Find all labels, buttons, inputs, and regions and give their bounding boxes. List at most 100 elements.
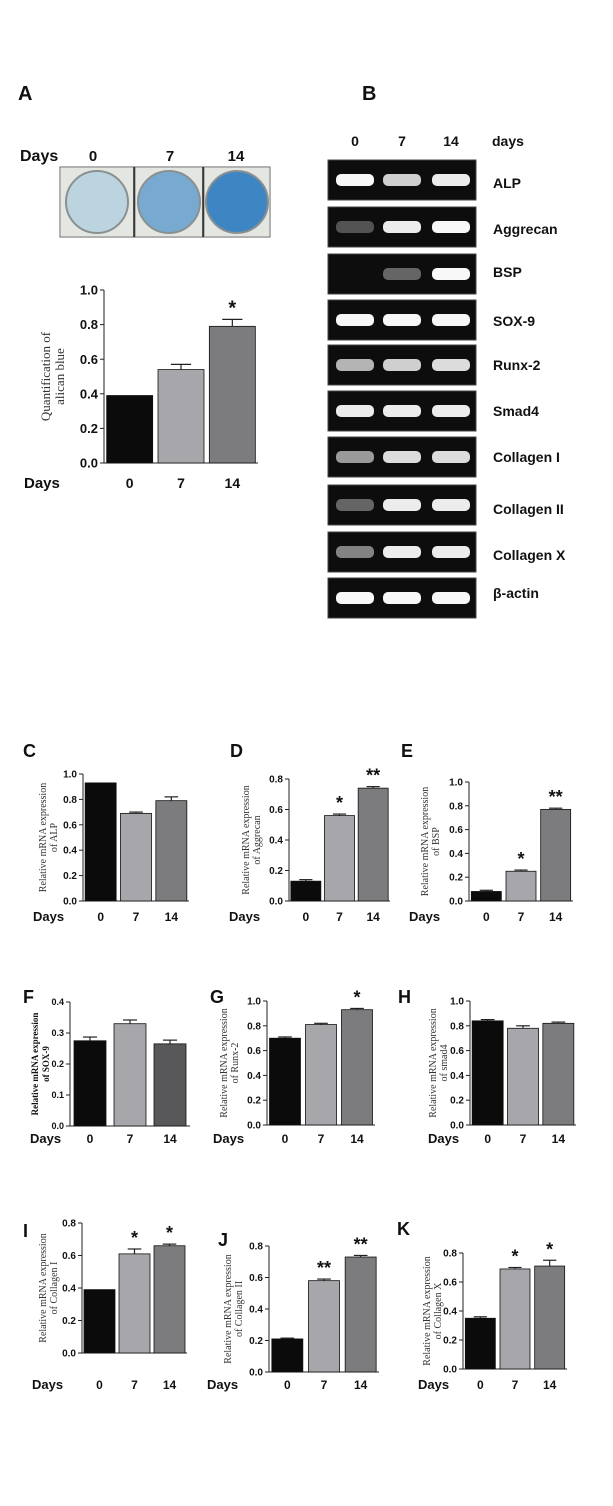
bar-day-14 [341, 1009, 373, 1126]
y-tick-label: 0.4 [450, 1071, 464, 1082]
gel-band [432, 451, 470, 463]
bar-day-0 [470, 891, 502, 902]
x-axis-label: Days [229, 909, 260, 924]
y-axis-label: of smad4 [439, 1045, 450, 1082]
bar-day-14 [155, 800, 188, 902]
y-axis-label: of Collagen I [49, 1262, 60, 1315]
gel-band [383, 314, 421, 326]
panel-label: G [210, 987, 224, 1007]
x-tick-label: 0 [284, 1378, 291, 1392]
gel-band [432, 546, 470, 558]
x-tick-label: 0 [477, 1378, 484, 1392]
y-tick-label: 0.6 [449, 825, 463, 836]
y-tick-label: 0.6 [249, 1273, 263, 1284]
x-tick-label: 14 [354, 1378, 368, 1392]
gel-row-9 [327, 577, 477, 619]
y-tick-label: 0.2 [449, 873, 463, 884]
bar-day-7 [118, 1253, 151, 1354]
y-tick-label: 0.4 [249, 1305, 263, 1316]
gel-band [383, 268, 421, 280]
y-tick-label: 1.0 [449, 778, 463, 789]
bar-day-7 [505, 870, 537, 902]
gel-row-6 [327, 436, 477, 478]
panel-label: H [398, 987, 411, 1007]
gel-lane-header: 0 7 14 days [351, 133, 524, 149]
bar-day-7 [157, 369, 205, 464]
bar-day-7 [120, 812, 152, 902]
y-tick-label: 0.6 [62, 1251, 76, 1262]
y-tick-label: 0.6 [247, 1046, 261, 1057]
x-axis-label: Days [30, 1131, 61, 1146]
gel-band [383, 174, 421, 186]
x-axis-label: Days [33, 909, 64, 924]
bar-day-14 [534, 1265, 566, 1370]
x-tick-label: 7 [177, 475, 185, 491]
gel-band [383, 499, 421, 511]
x-tick-label: 14 [543, 1378, 557, 1392]
chart-g: G 0.0 0.2 0.4 0.6 0.8 1.0 Relative mRNA express… [210, 987, 375, 1146]
y-tick-label: 0.3 [51, 1028, 64, 1038]
panel-label: E [401, 741, 413, 761]
panel-label-b: B [362, 83, 376, 105]
alcian-blue-stain-plate [59, 166, 271, 238]
y-tick-label: 0.0 [63, 897, 77, 908]
bar-day-7 [308, 1280, 340, 1373]
significance-marker: * [131, 1228, 138, 1248]
chart-k: K 0.0 0.2 0.4 0.6 0.8 Relative mRNA expression… [397, 1219, 567, 1392]
gel-row-7 [327, 484, 477, 526]
x-tick-label: 7 [520, 1132, 527, 1146]
x-tick-label: 14 [366, 910, 380, 924]
y-axis-label: of Collagen X [433, 1282, 444, 1339]
gene-label: Collagen I [493, 449, 560, 465]
lane-unit-label: days [492, 133, 524, 149]
gel-band [383, 592, 421, 604]
y-tick-label: 0.6 [269, 805, 283, 816]
rt-pcr-gel-panels: ALP Aggrecan BSP SOX-9 Runx-2 Smad4 Collagen I… [327, 159, 566, 619]
chart-j: J 0.0 0.2 0.4 0.6 0.8 Relative mRNA expression… [207, 1230, 379, 1392]
bar-day-14 [208, 325, 256, 464]
panel-label: I [23, 1221, 28, 1241]
x-tick-label: 7 [133, 910, 140, 924]
gel-row-5 [327, 390, 477, 432]
y-axis-label: of Collagen II [234, 1281, 245, 1337]
x-tick-label: 0 [97, 910, 104, 924]
bar-day-14 [357, 787, 389, 902]
y-tick-label: 0.4 [247, 1071, 261, 1082]
chart-c: C 0.0 0.2 0.4 0.6 0.8 1.0 Relative mRNA express… [23, 741, 189, 924]
x-tick-label: 14 [350, 1132, 364, 1146]
bar-day-7 [324, 815, 355, 902]
bar-day-0 [290, 880, 322, 902]
stained-well [205, 170, 269, 234]
x-axis-label: Days [428, 1131, 459, 1146]
x-tick-label: 14 [225, 475, 241, 491]
y-axis-label: alican blue [52, 348, 67, 405]
bar-day-7 [113, 1023, 147, 1127]
y-tick-label: 0.2 [62, 1316, 76, 1327]
significance-marker: ** [317, 1258, 331, 1278]
bar-day-14 [344, 1256, 377, 1373]
y-axis-label: Relative mRNA expression [219, 1008, 230, 1117]
stained-well [65, 170, 129, 234]
gel-band [336, 546, 374, 558]
y-axis-label: Relative mRNA expression [422, 1256, 433, 1365]
bar-day-14 [540, 808, 572, 902]
y-tick-label: 1.0 [247, 997, 261, 1008]
y-tick-label: 0.8 [269, 775, 283, 786]
y-tick-label: 0.8 [449, 801, 463, 812]
y-tick-label: 0.8 [249, 1242, 263, 1253]
y-tick-label: 0.8 [62, 1219, 76, 1230]
y-tick-label: 0.4 [80, 386, 99, 401]
y-tick-label: 0.6 [63, 820, 77, 831]
x-tick-label: 14 [165, 910, 179, 924]
y-tick-label: 0.4 [63, 846, 77, 857]
y-tick-label: 0.4 [449, 849, 463, 860]
significance-marker: * [336, 793, 343, 813]
bar-day-0 [464, 1317, 496, 1370]
gel-row-8 [327, 531, 477, 573]
bar-charts: 0.0 0.2 0.4 0.6 0.8 1.0 Quantification of alica… [23, 283, 576, 1392]
x-tick-label: 0 [484, 1132, 491, 1146]
gel-band [432, 221, 470, 233]
bar-day-7 [305, 1024, 337, 1126]
bar-day-0 [471, 1020, 504, 1126]
